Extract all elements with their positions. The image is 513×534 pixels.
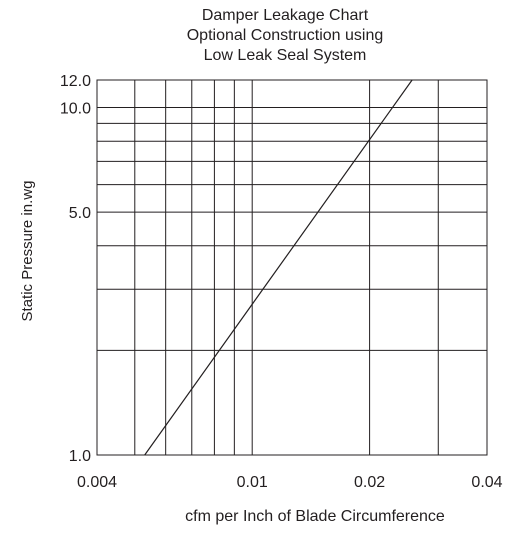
series-group [144, 79, 413, 456]
chart-title-line-1: Damper Leakage Chart [201, 7, 369, 24]
y-tick-label: 5.0 [69, 205, 91, 222]
x-tick-labels: 0.004 0.01 0.02 0.04 [77, 474, 503, 491]
x-tick-label: 0.01 [237, 474, 268, 491]
series-line [144, 79, 413, 456]
y-tick-labels: 1.0 5.0 10.0 12.0 [60, 73, 91, 465]
x-tick-label: 0.02 [354, 474, 385, 491]
x-axis-label: cfm per Inch of Blade Circumference [185, 508, 445, 525]
y-tick-label: 10.0 [60, 101, 91, 118]
x-tick-label: 0.04 [471, 474, 502, 491]
chart-title: Damper Leakage Chart Optional Constructi… [120, 6, 450, 66]
y-tick-label: 12.0 [60, 73, 91, 90]
x-tick-label: 0.004 [77, 474, 117, 491]
chart-title-line-3: Low Leak Seal System [203, 47, 367, 64]
chart-title-line-2: Optional Construction using [186, 27, 384, 44]
y-tick-label: 1.0 [69, 448, 91, 465]
plot-frame [96, 79, 488, 456]
grid [97, 80, 487, 455]
